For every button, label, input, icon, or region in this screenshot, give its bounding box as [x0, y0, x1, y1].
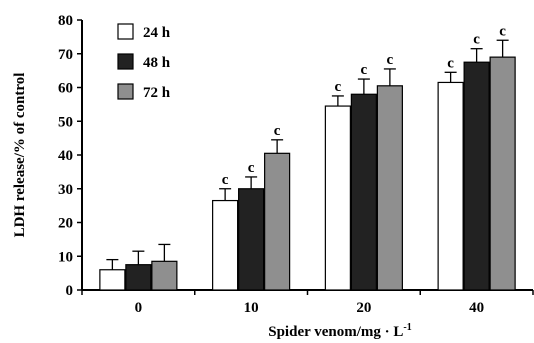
legend-swatch	[117, 53, 134, 70]
y-tick-label: 50	[58, 114, 73, 130]
bar	[324, 105, 351, 291]
bar	[489, 56, 516, 291]
legend-label: 24 h	[143, 25, 171, 41]
plot-area: 0 10 20 30 40 50 60 70 80 0 10 c c c 20 c c c 40 c c c 24 h 48 …	[58, 13, 534, 316]
bar	[151, 260, 178, 291]
significance-label: c	[274, 123, 281, 139]
legend-swatch	[117, 23, 134, 40]
bar	[437, 81, 464, 291]
legend-label: 48 h	[143, 55, 171, 71]
legend: 24 h 48 h 72 h	[117, 23, 171, 101]
x-axis-label-superscript: -1	[403, 322, 411, 333]
bar	[212, 199, 239, 291]
y-tick-label: 80	[58, 13, 73, 29]
bar	[350, 93, 377, 291]
bar	[264, 152, 291, 291]
y-axis-label: LDH release/% of control	[12, 73, 28, 238]
y-tick-label: 70	[58, 47, 73, 63]
legend-label: 72 h	[143, 85, 171, 101]
y-tick-label: 20	[58, 216, 73, 232]
bar	[125, 264, 152, 291]
y-tick-label: 40	[58, 148, 73, 164]
y-tick-label: 0	[66, 283, 74, 299]
x-tick-label: 40	[469, 300, 484, 316]
x-axis-label: Spider venom/mg · L-1	[268, 322, 412, 340]
significance-label: c	[447, 55, 454, 71]
significance-label: c	[335, 79, 342, 95]
x-tick-label: 10	[244, 300, 259, 316]
y-tick-label: 60	[58, 81, 73, 97]
significance-label: c	[361, 62, 368, 78]
legend-swatch	[117, 83, 134, 100]
x-tick-label: 20	[356, 300, 371, 316]
bar	[376, 85, 403, 291]
y-tick-label: 10	[58, 249, 73, 265]
significance-label: c	[222, 172, 229, 188]
significance-label: c	[248, 160, 255, 176]
x-axis-label-text: Spider venom/mg · L	[268, 324, 403, 340]
bar	[463, 61, 490, 291]
y-tick-label: 30	[58, 182, 73, 198]
bar	[238, 188, 265, 291]
significance-label: c	[387, 52, 394, 68]
bar	[99, 269, 126, 291]
significance-label: c	[499, 23, 506, 39]
significance-label: c	[473, 32, 480, 48]
x-tick-label: 0	[135, 300, 143, 316]
